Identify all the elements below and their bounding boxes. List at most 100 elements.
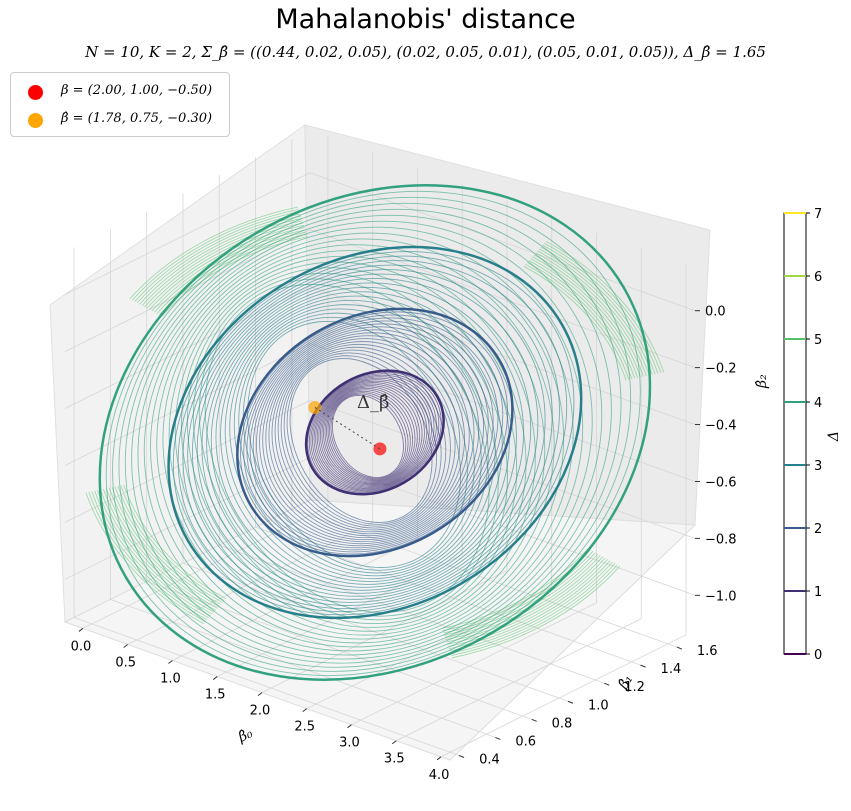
shell-contour [172, 251, 575, 616]
shell-contour [252, 323, 489, 547]
ellipsoid-outline-level-4 [98, 184, 652, 681]
shell-contour [539, 248, 653, 375]
shell-contour [318, 382, 425, 487]
shell-contour [144, 220, 303, 308]
shell-contour [198, 278, 499, 617]
shell-contour [215, 291, 510, 588]
shell-contour [156, 238, 565, 644]
x-tick-label: 1.0 [160, 672, 181, 687]
y-tick-label: 1.0 [588, 698, 609, 713]
shell-contour [192, 269, 546, 603]
shell-contour [542, 244, 659, 374]
shell-contour [233, 308, 482, 577]
shell-contour [112, 196, 632, 672]
y-gridline [73, 247, 460, 756]
shell-contour [168, 250, 546, 636]
colorbar-tick-label: 3 [814, 459, 822, 474]
shell-contour [283, 352, 442, 527]
colorbar-tick-label: 1 [814, 585, 822, 600]
y-tick-label: 1.4 [661, 662, 682, 677]
colorbar-tick-label: 6 [814, 270, 822, 285]
shell-contour [136, 213, 301, 304]
x-tick-label: 2.5 [294, 720, 315, 735]
shell-contour [150, 232, 574, 648]
shell-contour [120, 485, 225, 601]
shell-contour [117, 485, 223, 603]
shell-contour [103, 488, 215, 613]
shell-contour [196, 273, 539, 600]
shell-fragment-level-5 [523, 240, 665, 381]
shell-contour [220, 295, 503, 585]
shell-contour [327, 390, 411, 481]
y-tick-mark [458, 755, 465, 758]
ellipsoid-outline-level-2 [236, 307, 514, 558]
shell-contour [177, 255, 568, 613]
shell-contour [447, 557, 606, 645]
shell-contour [280, 349, 447, 529]
colorbar-tick-label: 0 [814, 648, 822, 663]
shell-contour [450, 563, 616, 654]
shell-contour [321, 385, 421, 485]
shell-contour [180, 261, 527, 628]
shell-contour [146, 222, 304, 309]
x-tick-mark [257, 692, 263, 697]
colorbar-label: Δ [826, 431, 842, 442]
shell-contour [243, 314, 504, 553]
shell-contour [154, 229, 306, 313]
z-tick-label: −1.0 [705, 589, 737, 604]
shell-contour [249, 320, 494, 549]
x-tick-mark [78, 628, 84, 632]
shell-contour [124, 208, 612, 664]
ellipsoid-outline-level-1 [304, 369, 445, 496]
legend-marker-beta-hat [28, 113, 43, 128]
chart-title: Mahalanobis' distance [275, 4, 576, 35]
shell-contour [544, 242, 662, 374]
shell-contour [85, 492, 204, 624]
point-β [373, 442, 387, 456]
y-tick-mark [495, 736, 501, 740]
shell-contour [137, 220, 593, 656]
shell-contour [329, 392, 409, 480]
shell-contour [118, 202, 622, 668]
data-points [308, 400, 387, 456]
shell-contour [441, 548, 589, 629]
y-tick-mark [676, 646, 683, 650]
shell-contour [259, 329, 480, 543]
shell-contour [131, 214, 603, 660]
colorbar [783, 212, 807, 655]
chart-subtitle: N = 10, K = 2, Σ_β̂ = ((0.44, 0.02, 0.05… [85, 43, 766, 61]
z-tick-label: −0.6 [705, 475, 737, 490]
x-tick-mark [168, 660, 173, 664]
y-tick-label: 0.8 [552, 716, 573, 731]
x-tick-mark [436, 756, 442, 761]
shell-contour [129, 206, 298, 300]
y-tick-label: 0.4 [479, 752, 500, 767]
z-gridline [64, 172, 696, 312]
x-axis-label: β̂₀ [235, 725, 255, 746]
shell-contour [201, 278, 532, 597]
shell-contour [523, 265, 627, 381]
shell-contour [533, 254, 644, 377]
colorbar-ticks: 0 1 2 3 4 5 6 7 [784, 207, 822, 663]
x-tick-mark [302, 708, 308, 713]
shell-contour [161, 236, 308, 317]
x-tick-mark [212, 676, 218, 680]
shell-contour [242, 316, 468, 571]
shell-contour [324, 387, 416, 483]
legend-item-beta-hat: β̂ = (1.78, 0.75, −0.30) [11, 109, 227, 131]
ellipsoid-outline-level-3 [167, 245, 583, 620]
y-axis-label: β̂₁ [615, 672, 636, 693]
legend-label-beta-hat: β̂ = (1.78, 0.75, −0.30) [61, 111, 213, 126]
x-tick-label: 0.5 [115, 655, 136, 670]
shell-contour [192, 272, 508, 621]
shell-contour [451, 565, 621, 659]
shell-contour [262, 332, 475, 541]
shell-contour [446, 556, 604, 643]
ellipsoid-level-4 [98, 184, 652, 681]
shell-contour [530, 258, 639, 378]
shell-contour [274, 343, 456, 533]
shell-contour [105, 190, 641, 676]
shell-contour [206, 282, 525, 594]
z-tick-label: −0.2 [705, 362, 737, 377]
